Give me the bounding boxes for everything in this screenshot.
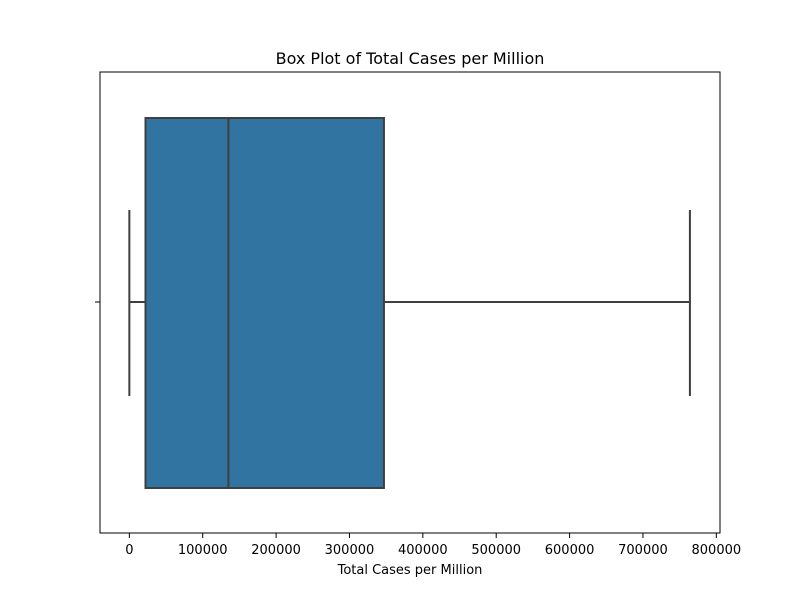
x-tick-label: 800000	[692, 543, 742, 558]
x-tick-label: 700000	[618, 543, 668, 558]
plot-area	[128, 117, 691, 489]
box-iqr	[144, 117, 385, 489]
x-axis-title: Total Cases per Million	[337, 563, 483, 578]
x-axis: 0 100000 200000 300000 400000 500000 600000 700…	[95, 71, 742, 558]
chart-title: Box Plot of Total Cases per Million	[276, 49, 545, 68]
x-tick-label: 600000	[545, 543, 595, 558]
x-tick-label: 300000	[325, 543, 375, 558]
x-tick-label: 400000	[398, 543, 448, 558]
x-tick-label: 500000	[471, 543, 521, 558]
x-tick-label: 100000	[178, 543, 228, 558]
x-tick-label: 200000	[251, 543, 301, 558]
x-tick-label: 0	[125, 543, 133, 558]
